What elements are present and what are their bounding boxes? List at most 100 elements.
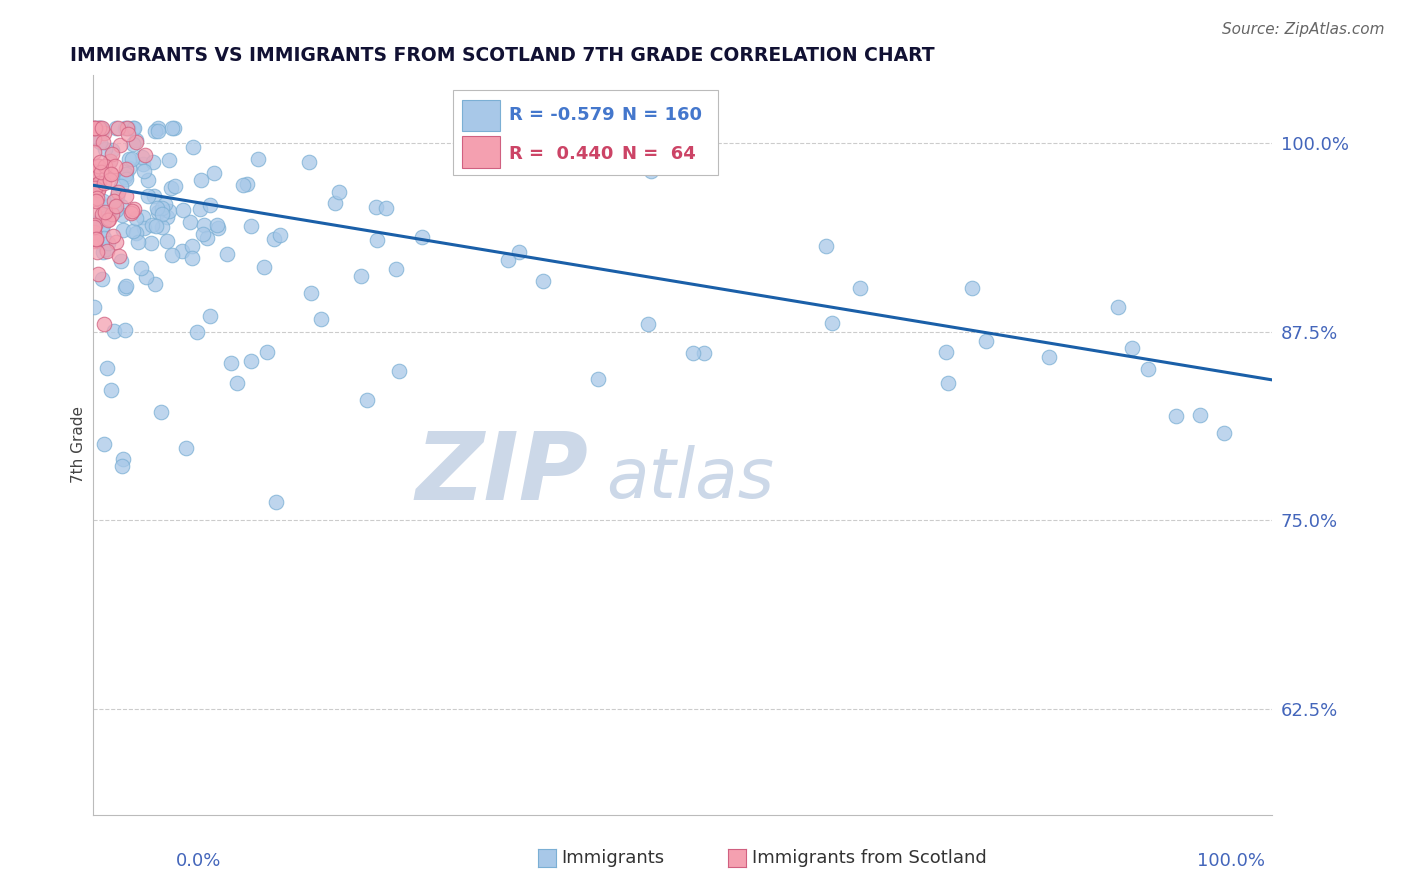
- Point: [83, 220, 105, 235]
- Point: [103, 194, 125, 208]
- Point: [89, 154, 111, 169]
- Point: [269, 227, 291, 242]
- Point: [100, 144, 122, 158]
- Point: [83, 225, 105, 239]
- Point: [87, 182, 110, 196]
- Point: [150, 207, 173, 221]
- Point: [93, 317, 115, 331]
- Point: [118, 161, 141, 176]
- Point: [411, 230, 433, 244]
- Point: [637, 317, 659, 331]
- Point: [100, 383, 122, 397]
- Point: [117, 127, 139, 141]
- Point: [89, 120, 111, 135]
- Point: [121, 224, 143, 238]
- Point: [150, 201, 173, 215]
- Point: [298, 155, 321, 169]
- Point: [105, 202, 128, 217]
- Point: [186, 325, 208, 339]
- Point: [83, 205, 105, 219]
- Point: [640, 164, 662, 178]
- Point: [134, 148, 156, 162]
- Point: [217, 247, 239, 261]
- Point: [163, 120, 186, 135]
- Point: [89, 176, 111, 190]
- Point: [121, 120, 143, 135]
- Point: [84, 120, 107, 135]
- Point: [103, 324, 125, 338]
- Text: R =  0.440: R = 0.440: [509, 145, 614, 163]
- Point: [350, 268, 373, 283]
- Point: [150, 405, 173, 419]
- Point: [157, 203, 180, 218]
- Point: [83, 234, 105, 248]
- Point: [93, 176, 115, 190]
- Point: [148, 120, 170, 135]
- Point: [356, 392, 378, 407]
- Point: [90, 271, 112, 285]
- Point: [160, 181, 183, 195]
- Point: [121, 204, 143, 219]
- Point: [586, 372, 609, 386]
- Point: [309, 312, 332, 326]
- Text: Immigrants from Scotland: Immigrants from Scotland: [751, 849, 986, 867]
- Point: [172, 203, 194, 218]
- Point: [531, 274, 554, 288]
- Point: [89, 135, 111, 149]
- Point: [508, 244, 530, 259]
- Point: [114, 323, 136, 337]
- Point: [263, 231, 285, 245]
- Point: [136, 189, 159, 203]
- Point: [121, 152, 143, 166]
- Point: [87, 215, 110, 229]
- Point: [111, 223, 134, 237]
- Point: [111, 459, 134, 474]
- Point: [141, 236, 163, 251]
- Point: [111, 208, 134, 222]
- Point: [148, 123, 170, 137]
- Point: [107, 189, 129, 203]
- Point: [86, 245, 108, 260]
- Point: [174, 441, 197, 455]
- Point: [86, 166, 108, 180]
- Point: [100, 167, 122, 181]
- Point: [110, 179, 132, 194]
- Point: [253, 260, 276, 275]
- Point: [101, 207, 124, 221]
- Point: [153, 197, 176, 211]
- Point: [193, 219, 215, 233]
- Point: [202, 166, 225, 180]
- Point: [91, 244, 114, 259]
- Point: [117, 120, 139, 135]
- Point: [105, 235, 128, 249]
- Point: [188, 202, 211, 216]
- Point: [83, 120, 105, 135]
- Point: [104, 159, 127, 173]
- Point: [156, 210, 179, 224]
- Point: [98, 173, 121, 187]
- Point: [83, 120, 105, 135]
- Point: [97, 236, 120, 251]
- Point: [157, 153, 180, 167]
- Point: [94, 142, 117, 156]
- Point: [98, 154, 121, 169]
- Point: [388, 364, 411, 378]
- Point: [117, 153, 139, 167]
- Point: [91, 207, 114, 221]
- Point: [97, 213, 120, 227]
- Point: [98, 154, 121, 169]
- Point: [91, 194, 114, 208]
- Point: [84, 232, 107, 246]
- Point: [90, 120, 112, 135]
- Point: [107, 185, 129, 199]
- Point: [87, 159, 110, 173]
- Point: [936, 376, 959, 390]
- Point: [114, 170, 136, 185]
- Point: [142, 189, 165, 203]
- Point: [239, 354, 262, 368]
- Point: [96, 361, 118, 376]
- Text: IMMIGRANTS VS IMMIGRANTS FROM SCOTLAND 7TH GRADE CORRELATION CHART: IMMIGRANTS VS IMMIGRANTS FROM SCOTLAND 7…: [70, 46, 934, 65]
- Point: [105, 198, 128, 212]
- Point: [1213, 425, 1236, 440]
- Point: [90, 209, 112, 223]
